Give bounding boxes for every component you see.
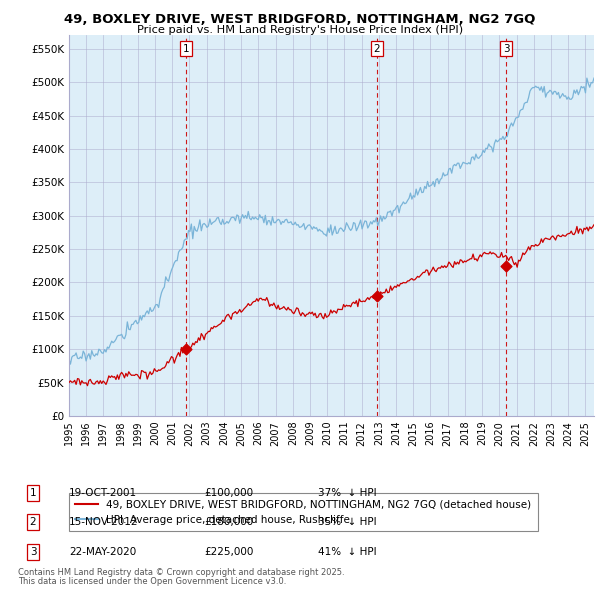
Legend: 49, BOXLEY DRIVE, WEST BRIDGFORD, NOTTINGHAM, NG2 7GQ (detached house), HPI: Ave: 49, BOXLEY DRIVE, WEST BRIDGFORD, NOTTIN… — [69, 493, 538, 531]
Text: 1: 1 — [29, 488, 37, 497]
Text: 1: 1 — [183, 44, 190, 54]
Point — [372, 291, 382, 300]
Text: Contains HM Land Registry data © Crown copyright and database right 2025.: Contains HM Land Registry data © Crown c… — [18, 568, 344, 577]
Text: 2: 2 — [29, 517, 37, 527]
Text: 3: 3 — [503, 44, 509, 54]
Text: 15-NOV-2012: 15-NOV-2012 — [69, 517, 139, 527]
Point — [501, 261, 511, 270]
Text: £225,000: £225,000 — [204, 547, 253, 556]
Text: Price paid vs. HM Land Registry's House Price Index (HPI): Price paid vs. HM Land Registry's House … — [137, 25, 463, 35]
Text: 2: 2 — [373, 44, 380, 54]
Text: 35%  ↓ HPI: 35% ↓ HPI — [318, 517, 377, 527]
Text: 19-OCT-2001: 19-OCT-2001 — [69, 488, 137, 497]
Text: This data is licensed under the Open Government Licence v3.0.: This data is licensed under the Open Gov… — [18, 578, 286, 586]
Text: £100,000: £100,000 — [204, 488, 253, 497]
Text: 22-MAY-2020: 22-MAY-2020 — [69, 547, 136, 556]
Text: 3: 3 — [29, 547, 37, 556]
Text: 37%  ↓ HPI: 37% ↓ HPI — [318, 488, 377, 497]
Text: £180,000: £180,000 — [204, 517, 253, 527]
Text: 49, BOXLEY DRIVE, WEST BRIDGFORD, NOTTINGHAM, NG2 7GQ: 49, BOXLEY DRIVE, WEST BRIDGFORD, NOTTIN… — [64, 13, 536, 26]
Point — [181, 345, 191, 354]
Text: 41%  ↓ HPI: 41% ↓ HPI — [318, 547, 377, 556]
